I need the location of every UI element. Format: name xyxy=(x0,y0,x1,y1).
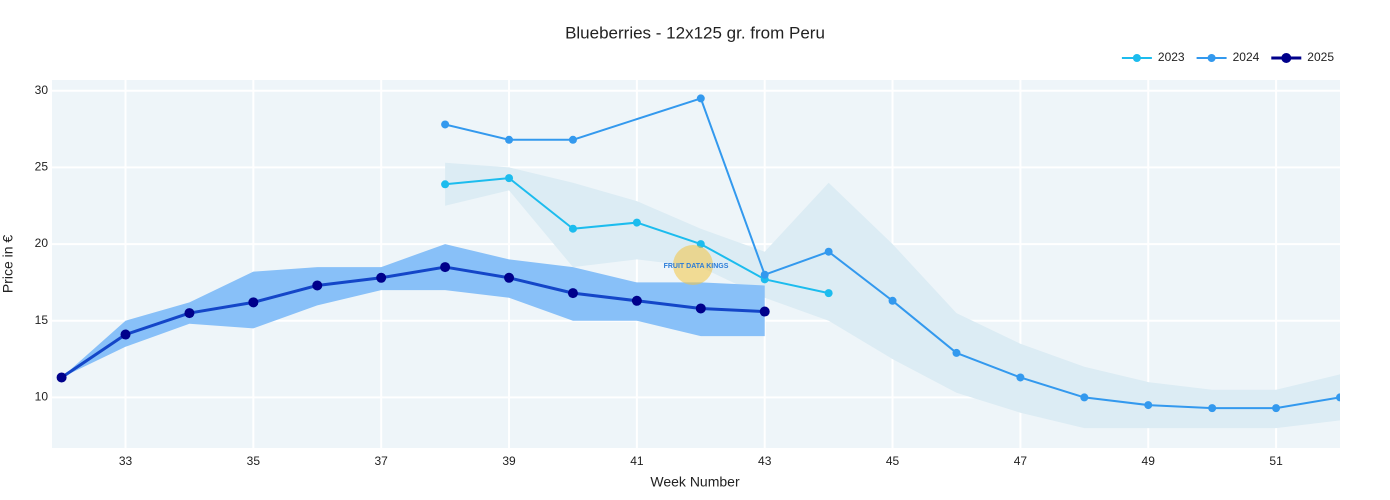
x-tick-label: 35 xyxy=(247,454,261,468)
legend: 2025 2024 2023 xyxy=(1121,50,1334,64)
data-point xyxy=(1336,393,1340,402)
data-point xyxy=(952,348,961,357)
legend-label: 2023 xyxy=(1158,50,1185,64)
data-point xyxy=(759,306,770,317)
data-point xyxy=(824,289,833,298)
x-tick-label: 51 xyxy=(1269,454,1283,468)
data-point xyxy=(695,303,706,314)
data-point xyxy=(568,135,577,144)
y-axis-title: Price in € xyxy=(0,235,16,294)
x-axis-title: Week Number xyxy=(650,474,740,490)
data-point xyxy=(505,174,514,183)
y-tick-label: 30 xyxy=(35,83,49,97)
data-point xyxy=(312,280,323,291)
range-band xyxy=(61,244,765,378)
data-point xyxy=(184,308,195,319)
y-tick-label: 10 xyxy=(35,390,49,404)
legend-label: 2025 xyxy=(1307,50,1334,64)
data-point xyxy=(760,270,769,279)
x-tick-label: 41 xyxy=(630,454,644,468)
y-tick-label: 15 xyxy=(35,313,49,327)
data-point xyxy=(440,262,451,273)
data-point xyxy=(567,288,578,299)
data-point xyxy=(1080,393,1089,402)
data-point xyxy=(1272,404,1281,413)
y-tick-label: 20 xyxy=(35,236,49,250)
data-point xyxy=(568,224,577,233)
watermark: FRUIT DATA KINGS xyxy=(664,245,729,285)
data-point xyxy=(632,218,641,227)
data-point xyxy=(504,272,515,283)
data-point xyxy=(696,94,705,103)
x-tick-label: 33 xyxy=(119,454,133,468)
range-band xyxy=(445,162,1340,429)
watermark-text: FRUIT DATA KINGS xyxy=(664,263,729,270)
series-line xyxy=(60,265,765,379)
x-tick-label: 47 xyxy=(1014,454,1028,468)
chart-title: Blueberries - 12x125 gr. from Peru xyxy=(565,23,825,42)
x-tick-label: 43 xyxy=(758,454,772,468)
plot-area xyxy=(56,94,1340,429)
legend-swatch-marker xyxy=(1207,54,1216,62)
data-point xyxy=(441,120,450,129)
data-point xyxy=(1016,373,1025,382)
data-point xyxy=(824,247,833,256)
data-point xyxy=(505,135,514,144)
data-point xyxy=(441,180,450,189)
legend-swatch-marker xyxy=(1281,53,1292,63)
series-line xyxy=(444,97,1340,410)
data-point xyxy=(56,372,67,383)
watermark-badge xyxy=(673,245,713,285)
legend-label: 2024 xyxy=(1233,50,1260,64)
data-point xyxy=(631,295,642,306)
y-tick-label: 25 xyxy=(35,160,49,174)
data-point xyxy=(120,329,131,340)
data-point xyxy=(888,296,897,305)
legend-swatch-marker xyxy=(1132,54,1141,62)
data-point xyxy=(1208,404,1217,413)
x-tick-label: 39 xyxy=(502,454,516,468)
x-tick-label: 49 xyxy=(1142,454,1156,468)
data-point xyxy=(1144,401,1153,410)
x-tick-label: 37 xyxy=(375,454,389,468)
x-tick-label: 45 xyxy=(886,454,900,468)
data-point xyxy=(376,272,387,283)
data-point xyxy=(248,297,259,308)
